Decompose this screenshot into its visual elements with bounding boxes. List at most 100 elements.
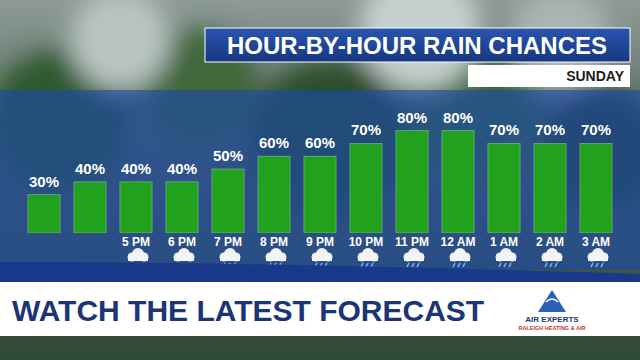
weather-icon [128, 248, 149, 262]
rain-drop [591, 263, 593, 267]
banner [0, 282, 640, 336]
bar [258, 156, 290, 233]
data-labels: 30% 40% 40% 40% 50% 60% 60% 70% 80% 80% 70% 70% 70% [29, 109, 611, 190]
weather-icon [450, 248, 471, 267]
rain-drop [504, 263, 506, 267]
bar [580, 143, 612, 233]
rain-drop [417, 263, 419, 267]
rain-drop [596, 263, 598, 267]
cloud-base [450, 256, 470, 261]
rain-drop [545, 263, 547, 267]
data-label: 60% [259, 134, 289, 151]
rain-drop [361, 263, 363, 267]
chart-panel [0, 90, 640, 270]
weather-icon [588, 248, 609, 267]
bar [120, 182, 152, 233]
x-axis: 5 PM 6 PM 7 PM 8 PM 9 PM 10 PM 11 PM 12 AM 1 AM 2… [122, 235, 610, 249]
weather-icon [266, 248, 287, 267]
rain-drop [499, 263, 501, 267]
x-tick: 9 PM [306, 235, 334, 249]
data-label: 60% [305, 134, 335, 151]
banner-text: WATCH THE LATEST FORECAST [12, 294, 484, 327]
chart-root: HOUR-BY-HOUR RAIN CHANCES SUNDAY 30% 40% 40%… [0, 0, 640, 360]
chart-subtitle: SUNDAY [566, 68, 624, 84]
data-label: 70% [351, 121, 381, 138]
chart-title: HOUR-BY-HOUR RAIN CHANCES [227, 32, 607, 59]
cloud-base [588, 256, 608, 261]
rain-drop [366, 263, 368, 267]
x-tick: 12 AM [441, 235, 476, 249]
weather-icon [496, 248, 517, 267]
data-label: 50% [213, 147, 243, 164]
x-tick-label: 10 PM [349, 235, 384, 249]
weather-icon [358, 248, 379, 267]
rain-drop [458, 263, 460, 267]
banner-swoosh [0, 262, 640, 284]
data-label: 30% [29, 173, 59, 190]
cloud-base [266, 256, 286, 261]
rain-drop [463, 263, 465, 267]
rain-drop [371, 263, 373, 267]
rain-drop [550, 263, 552, 267]
x-tick: 8 PM [260, 235, 288, 249]
cloud-base [220, 256, 240, 261]
logo-swirl [546, 299, 558, 302]
x-tick-label: 11 PM [395, 235, 429, 249]
x-tick-label: 12 AM [441, 235, 476, 249]
x-tick-label: 6 PM [168, 235, 196, 249]
cloud-base [128, 256, 148, 261]
data-label: 40% [75, 160, 105, 177]
cloud-base [404, 256, 424, 261]
rain-drop [453, 263, 455, 267]
rain-drop [601, 263, 603, 267]
logo-tagline: RALEIGH HEATING & AIR [519, 325, 586, 331]
logo: AIR EXPERTSRALEIGH HEATING & AIR [519, 290, 586, 331]
cloud-base [496, 256, 516, 261]
x-tick-label: 1 AM [490, 235, 518, 249]
bar [74, 182, 106, 233]
x-tick-label: 3 AM [582, 235, 610, 249]
cloud-base [174, 256, 194, 261]
data-label: 70% [489, 121, 519, 138]
foliage-blob [70, 0, 170, 90]
rain-drop [412, 263, 414, 267]
data-label: 40% [121, 160, 151, 177]
data-label: 70% [581, 121, 611, 138]
x-tick: 3 AM [582, 235, 610, 249]
data-label: 40% [167, 160, 197, 177]
bar [488, 143, 520, 233]
x-tick: 1 AM [490, 235, 518, 249]
bars [28, 131, 612, 233]
x-tick: 10 PM [349, 235, 384, 249]
x-tick: 5 PM [122, 235, 150, 249]
weather-icon [542, 248, 563, 267]
x-tick-label: 7 PM [214, 235, 242, 249]
weather-icon [312, 248, 333, 267]
rain-drop [509, 263, 511, 267]
weather-icon [404, 248, 425, 267]
bar [534, 143, 566, 233]
x-tick-label: 5 PM [122, 235, 150, 249]
x-tick: 7 PM [214, 235, 242, 249]
bar [442, 131, 474, 233]
data-label: 80% [397, 109, 427, 126]
subtitle-box [468, 65, 630, 87]
x-tick-label: 2 AM [536, 235, 564, 249]
logo-name: AIR EXPERTS [525, 315, 579, 324]
bar [304, 156, 336, 233]
logo-icon [538, 290, 566, 312]
x-tick-label: 9 PM [306, 235, 334, 249]
rain-drop [407, 263, 409, 267]
bar [212, 169, 244, 233]
data-label: 70% [535, 121, 565, 138]
rain-drop [555, 263, 557, 267]
title-box [205, 28, 630, 62]
bar [28, 195, 60, 233]
weather-icon [174, 248, 195, 262]
data-label: 80% [443, 109, 473, 126]
bar [166, 182, 198, 233]
x-tick: 6 PM [168, 235, 196, 249]
cloud-base [542, 256, 562, 261]
x-tick-label: 8 PM [260, 235, 288, 249]
x-tick: 2 AM [536, 235, 564, 249]
